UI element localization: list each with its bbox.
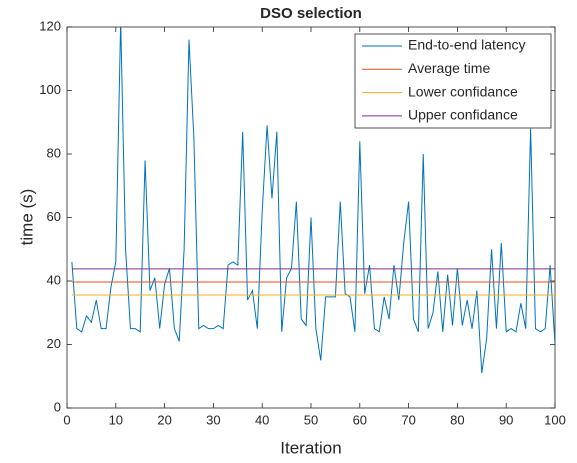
legend-label: Average time xyxy=(408,60,490,76)
legend-label: End-to-end latency xyxy=(408,37,526,53)
y-tick-label: 0 xyxy=(54,399,61,414)
legend-box xyxy=(354,33,552,129)
y-tick-label: 100 xyxy=(39,82,61,97)
legend-label: Lower confidance xyxy=(408,83,518,99)
y-tick-label: 20 xyxy=(47,336,61,351)
x-tick-label: 100 xyxy=(544,412,566,427)
y-axis-label: time (s) xyxy=(17,189,36,246)
x-tick-label: 60 xyxy=(353,412,367,427)
x-tick-label: 10 xyxy=(109,412,123,427)
x-tick-label: 30 xyxy=(206,412,220,427)
x-tick-label: 70 xyxy=(401,412,415,427)
x-tick-label: 90 xyxy=(499,412,513,427)
x-tick-label: 50 xyxy=(304,412,318,427)
x-tick-label: 40 xyxy=(255,412,269,427)
legend-label: Upper confidance xyxy=(408,107,518,123)
x-tick-label: 0 xyxy=(63,412,70,427)
y-tick-label: 120 xyxy=(39,18,61,33)
chart-title: DSO selection xyxy=(260,5,362,22)
plot-area xyxy=(71,27,555,374)
series-line xyxy=(71,27,555,374)
y-tick-label: 60 xyxy=(47,209,61,224)
x-tick-label: 80 xyxy=(450,412,464,427)
y-tick-label: 80 xyxy=(47,145,61,160)
y-tick-label: 40 xyxy=(47,272,61,287)
x-axis-label: Iteration xyxy=(280,438,341,457)
x-tick-label: 20 xyxy=(157,412,171,427)
